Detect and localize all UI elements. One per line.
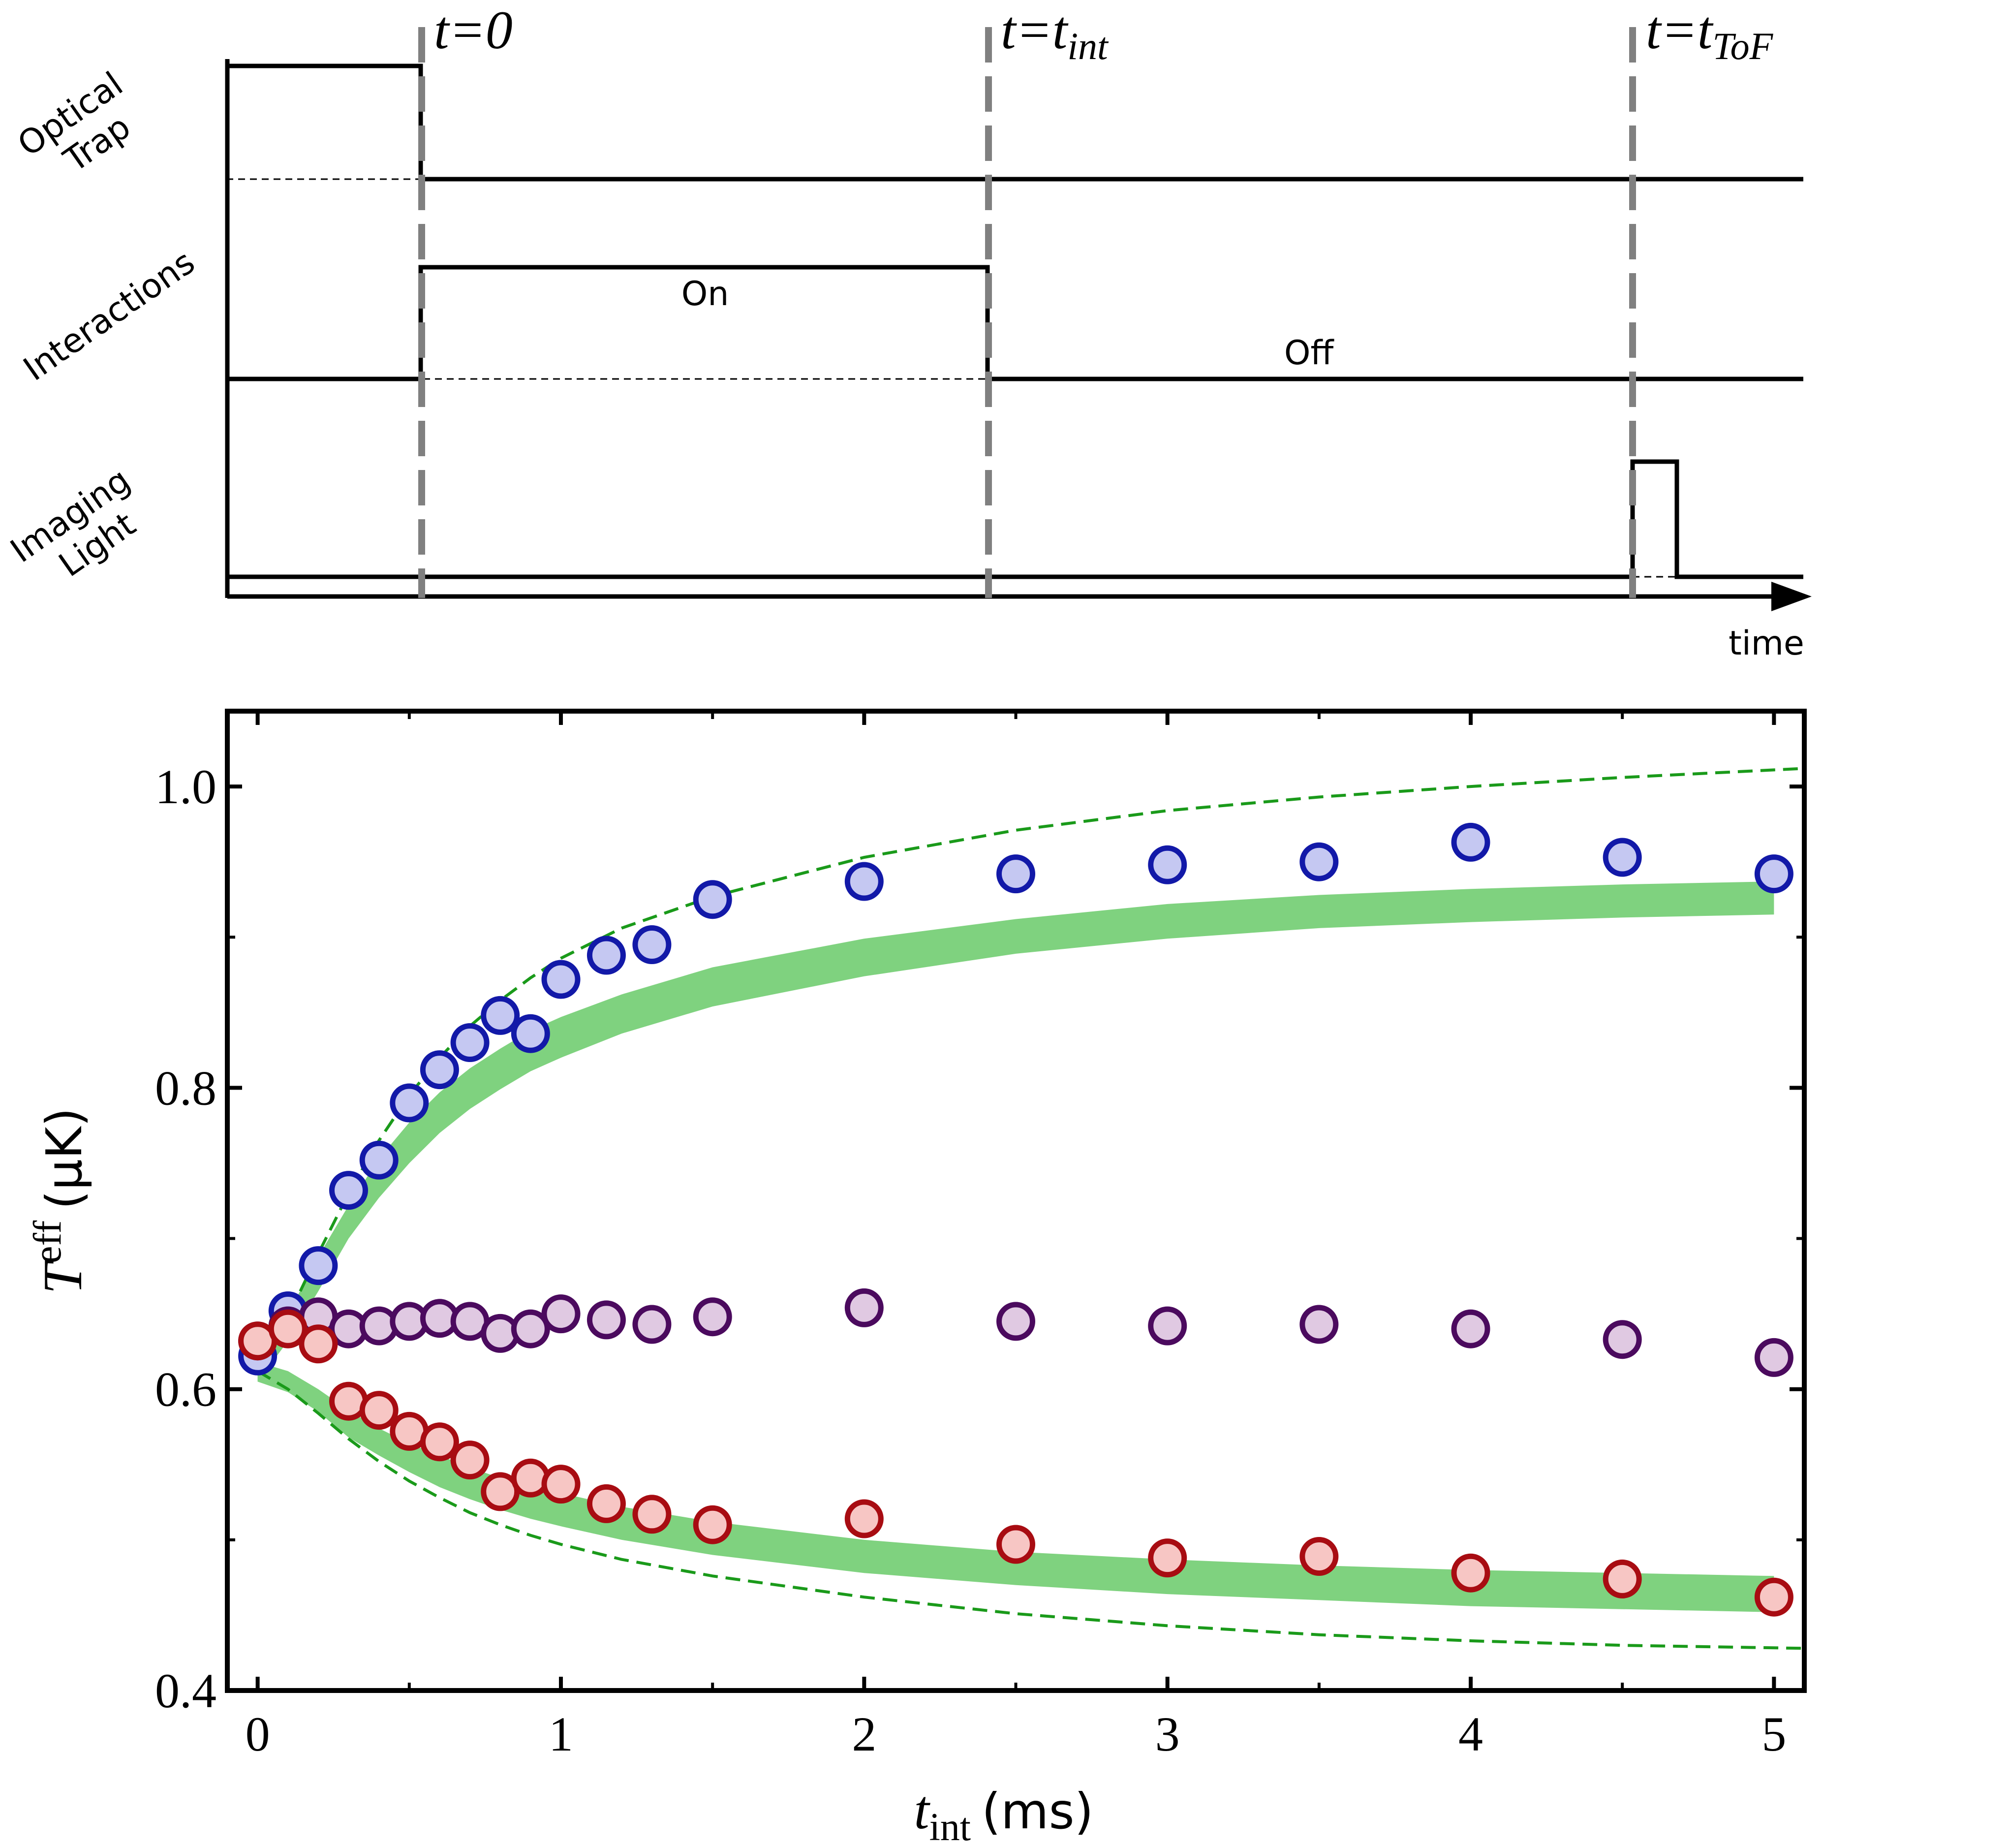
point-cold — [299, 1324, 338, 1364]
data-points — [238, 822, 1793, 1617]
y-axis-label: Teff(μK) — [26, 1108, 93, 1294]
point-hot — [1299, 842, 1339, 881]
point-cold — [541, 1465, 581, 1504]
point-cold — [1603, 1559, 1642, 1598]
point-average — [632, 1305, 672, 1344]
temperature-plot: 0 1 2 3 4 5 0.4 0.6 0.8 1.0 Teff(μK) tint (ms) — [26, 709, 1807, 1848]
point-cold — [1754, 1577, 1793, 1617]
point-cold — [587, 1484, 626, 1523]
point-hot — [329, 1171, 368, 1210]
event-label-ttof: t=tToF — [1646, 0, 1774, 67]
point-cold — [996, 1525, 1035, 1564]
point-hot — [481, 996, 520, 1035]
point-cold — [268, 1309, 308, 1348]
point-cold — [693, 1505, 732, 1544]
point-hot — [844, 862, 884, 901]
point-hot — [450, 1023, 490, 1062]
point-hot — [390, 1083, 429, 1123]
point-cold — [1451, 1553, 1490, 1593]
point-cold — [1299, 1537, 1339, 1576]
point-cold — [844, 1499, 884, 1538]
point-hot — [541, 960, 581, 999]
point-hot — [587, 936, 626, 975]
point-average — [511, 1309, 550, 1348]
event-label-tint: t=tint — [1001, 0, 1109, 67]
timing-diagram: Optical Trap Interactions Imaging Light … — [3, 0, 1812, 663]
point-hot — [693, 880, 732, 919]
band-hot-theory — [257, 881, 1774, 1382]
point-hot — [1754, 854, 1793, 894]
point-average — [844, 1288, 884, 1327]
point-average — [587, 1300, 626, 1340]
point-hot — [359, 1140, 399, 1180]
point-hot — [996, 854, 1035, 894]
x-axis-label: tint (ms) — [914, 1780, 1093, 1848]
x-tick-label: 4 — [1458, 1707, 1483, 1761]
interactions-signal — [227, 265, 1803, 381]
point-average — [1299, 1305, 1339, 1344]
x-tick-label: 5 — [1761, 1707, 1786, 1761]
point-cold — [632, 1495, 672, 1534]
point-hot — [1451, 822, 1490, 862]
y-tick-label: 0.4 — [155, 1663, 216, 1718]
time-axis-label: time — [1729, 624, 1804, 663]
y-tick-label: 0.6 — [155, 1362, 216, 1417]
imaging-light-signal — [227, 459, 1803, 579]
x-tick-label: 3 — [1155, 1707, 1180, 1761]
point-average — [1603, 1320, 1642, 1359]
curve-cold-limit — [257, 1370, 1804, 1650]
y-tick-label: 1.0 — [155, 759, 216, 814]
interactions-off-label: Off — [1284, 334, 1335, 373]
interactions-on-label: On — [681, 275, 729, 313]
optical-trap-signal — [227, 63, 1803, 182]
event-label-t0: t=0 — [434, 0, 513, 60]
axis-ticks: 0 1 2 3 4 5 0.4 0.6 0.8 1.0 — [155, 711, 1804, 1761]
x-tick-label: 0 — [246, 1707, 270, 1761]
point-average — [1754, 1338, 1793, 1377]
point-average — [996, 1302, 1035, 1341]
x-tick-label: 2 — [852, 1707, 876, 1761]
point-cold — [420, 1422, 459, 1462]
point-hot — [632, 925, 672, 964]
point-average — [1148, 1306, 1187, 1346]
point-hot — [511, 1014, 550, 1053]
channel-label-interactions: Interactions — [17, 243, 202, 389]
point-cold — [511, 1458, 550, 1498]
point-hot — [299, 1246, 338, 1285]
point-hot — [1148, 845, 1187, 884]
point-average — [1451, 1309, 1490, 1348]
point-average — [541, 1294, 581, 1334]
y-tick-label: 0.8 — [155, 1061, 216, 1115]
point-hot — [420, 1050, 459, 1090]
point-cold — [1148, 1538, 1187, 1578]
x-tick-label: 1 — [549, 1707, 573, 1761]
point-average — [693, 1297, 732, 1337]
point-hot — [1603, 838, 1642, 877]
point-cold — [359, 1391, 399, 1430]
time-axis-arrow — [1771, 582, 1812, 611]
channel-label-optical-trap: Optical Trap — [11, 59, 161, 196]
point-cold — [450, 1441, 490, 1480]
channel-label-imaging-light: Imaging Light — [3, 455, 168, 603]
